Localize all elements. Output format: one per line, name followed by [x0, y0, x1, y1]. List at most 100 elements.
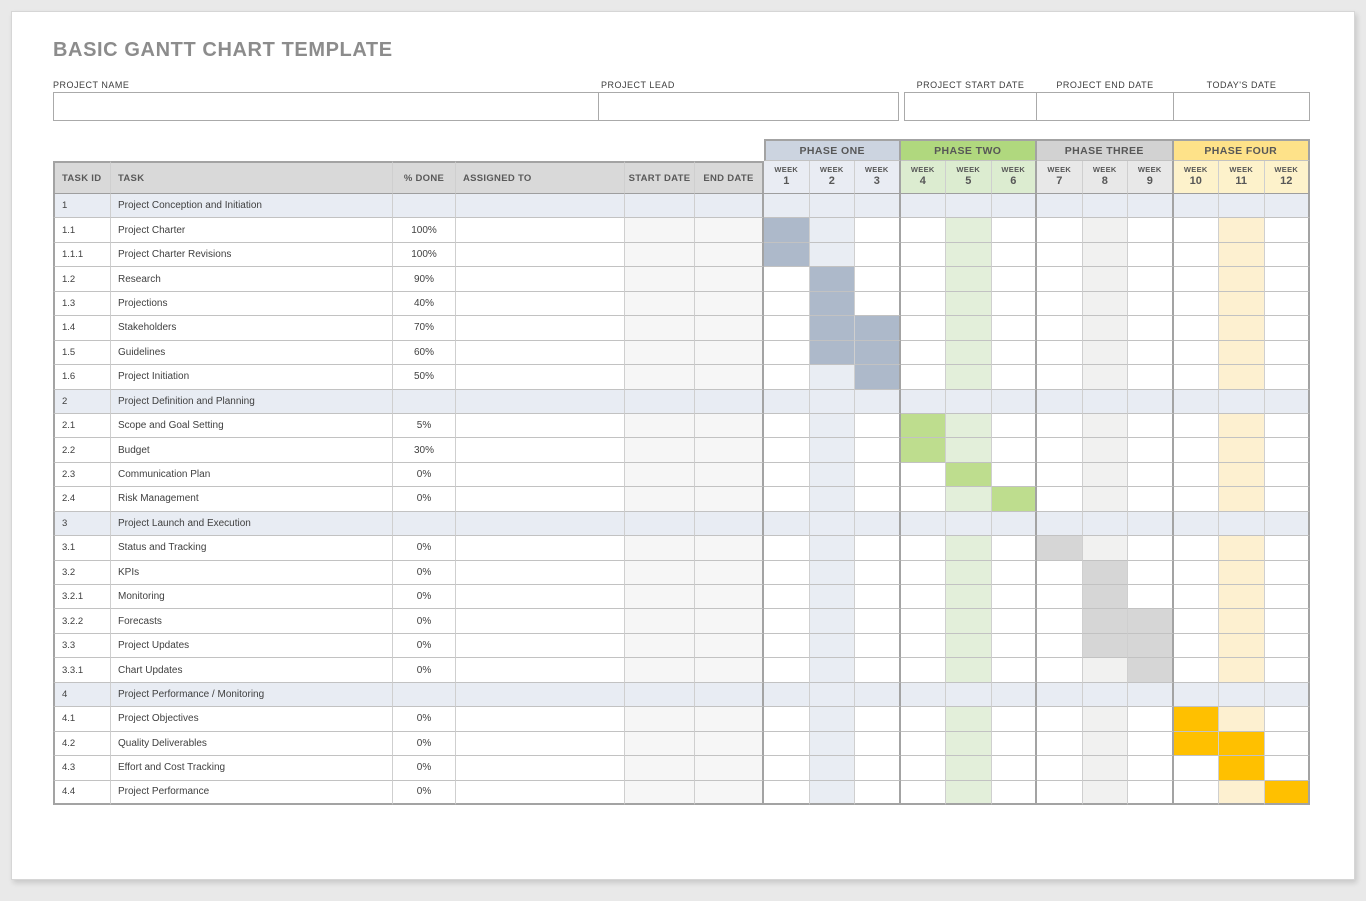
gantt-cell[interactable] — [1173, 633, 1219, 659]
gantt-cell[interactable] — [946, 756, 992, 781]
gantt-cell[interactable] — [1219, 218, 1265, 243]
gantt-cell[interactable] — [946, 536, 992, 561]
task-name-cell[interactable]: Scope and Goal Setting — [111, 413, 393, 439]
gantt-cell[interactable] — [855, 242, 901, 268]
gantt-cell[interactable] — [900, 536, 946, 561]
gantt-cell[interactable] — [1037, 731, 1083, 757]
gantt-cell[interactable] — [855, 731, 901, 757]
section-end-date-cell[interactable] — [695, 194, 764, 219]
end-date-cell[interactable] — [695, 365, 764, 390]
start-date-cell[interactable] — [625, 316, 695, 341]
gantt-cell[interactable] — [855, 756, 901, 781]
section-task-name-cell[interactable]: Project Launch and Execution — [111, 511, 393, 537]
gantt-cell[interactable] — [1173, 194, 1219, 219]
gantt-cell[interactable] — [900, 389, 946, 414]
gantt-cell[interactable] — [809, 609, 855, 634]
task-name-cell[interactable]: Projections — [111, 291, 393, 317]
start-date-cell[interactable] — [625, 756, 695, 781]
percent-done-cell[interactable]: 90% — [393, 267, 456, 292]
task-name-cell[interactable]: Risk Management — [111, 487, 393, 512]
gantt-cell[interactable] — [991, 462, 1037, 488]
task-id-cell[interactable]: 1.5 — [53, 340, 111, 366]
gantt-cell[interactable] — [1128, 487, 1174, 512]
gantt-cell[interactable] — [809, 242, 855, 268]
gantt-cell[interactable] — [1082, 707, 1128, 732]
gantt-cell[interactable] — [1219, 389, 1265, 414]
gantt-cell[interactable] — [1264, 707, 1310, 732]
percent-done-cell[interactable]: 0% — [393, 707, 456, 732]
task-id-cell[interactable]: 4.4 — [53, 780, 111, 805]
assigned-to-cell[interactable] — [456, 487, 625, 512]
gantt-cell[interactable] — [1037, 707, 1083, 732]
gantt-cell[interactable] — [991, 633, 1037, 659]
gantt-cell[interactable] — [991, 389, 1037, 414]
gantt-cell[interactable] — [991, 536, 1037, 561]
project-name-input[interactable] — [53, 92, 599, 121]
task-id-cell[interactable]: 4.1 — [53, 707, 111, 732]
section-start-date-cell[interactable] — [625, 682, 695, 708]
assigned-to-cell[interactable] — [456, 267, 625, 292]
gantt-cell[interactable] — [855, 267, 901, 292]
percent-done-cell[interactable]: 30% — [393, 438, 456, 463]
gantt-cell[interactable] — [1264, 194, 1310, 219]
end-date-cell[interactable] — [695, 242, 764, 268]
gantt-cell[interactable] — [855, 511, 901, 537]
gantt-cell[interactable] — [991, 585, 1037, 610]
section-end-date-cell[interactable] — [695, 511, 764, 537]
gantt-bar-cell[interactable] — [809, 291, 855, 317]
gantt-cell[interactable] — [1037, 560, 1083, 585]
gantt-bar-cell[interactable] — [809, 340, 855, 366]
task-name-cell[interactable]: Monitoring — [111, 585, 393, 610]
gantt-cell[interactable] — [991, 194, 1037, 219]
gantt-cell[interactable] — [900, 682, 946, 708]
section-task-id-cell[interactable]: 2 — [53, 389, 111, 414]
gantt-cell[interactable] — [991, 340, 1037, 366]
gantt-cell[interactable] — [991, 609, 1037, 634]
section-task-name-cell[interactable]: Project Definition and Planning — [111, 389, 393, 414]
gantt-cell[interactable] — [1264, 242, 1310, 268]
gantt-cell[interactable] — [1082, 194, 1128, 219]
gantt-cell[interactable] — [991, 780, 1037, 805]
section-percent-done-cell[interactable] — [393, 682, 456, 708]
end-date-cell[interactable] — [695, 218, 764, 243]
gantt-cell[interactable] — [855, 658, 901, 683]
gantt-cell[interactable] — [1219, 609, 1265, 634]
gantt-bar-cell[interactable] — [1082, 560, 1128, 585]
gantt-bar-cell[interactable] — [900, 413, 946, 439]
gantt-cell[interactable] — [855, 780, 901, 805]
gantt-cell[interactable] — [855, 707, 901, 732]
gantt-cell[interactable] — [900, 633, 946, 659]
gantt-cell[interactable] — [991, 658, 1037, 683]
gantt-cell[interactable] — [991, 242, 1037, 268]
gantt-cell[interactable] — [1173, 267, 1219, 292]
gantt-cell[interactable] — [809, 511, 855, 537]
gantt-cell[interactable] — [1128, 560, 1174, 585]
gantt-cell[interactable] — [900, 340, 946, 366]
gantt-bar-cell[interactable] — [1219, 756, 1265, 781]
percent-done-cell[interactable]: 0% — [393, 585, 456, 610]
gantt-cell[interactable] — [1128, 218, 1174, 243]
gantt-cell[interactable] — [809, 536, 855, 561]
gantt-cell[interactable] — [855, 487, 901, 512]
gantt-bar-cell[interactable] — [809, 316, 855, 341]
gantt-cell[interactable] — [1219, 682, 1265, 708]
start-date-cell[interactable] — [625, 291, 695, 317]
percent-done-cell[interactable]: 0% — [393, 487, 456, 512]
percent-done-cell[interactable]: 40% — [393, 291, 456, 317]
gantt-cell[interactable] — [1264, 487, 1310, 512]
gantt-cell[interactable] — [1128, 707, 1174, 732]
task-id-cell[interactable]: 1.3 — [53, 291, 111, 317]
gantt-cell[interactable] — [900, 756, 946, 781]
start-date-cell[interactable] — [625, 340, 695, 366]
assigned-to-cell[interactable] — [456, 438, 625, 463]
gantt-cell[interactable] — [946, 707, 992, 732]
start-date-cell[interactable] — [625, 731, 695, 757]
assigned-to-cell[interactable] — [456, 560, 625, 585]
percent-done-cell[interactable]: 0% — [393, 731, 456, 757]
gantt-bar-cell[interactable] — [1037, 536, 1083, 561]
gantt-cell[interactable] — [900, 658, 946, 683]
gantt-cell[interactable] — [809, 462, 855, 488]
task-id-cell[interactable]: 4.2 — [53, 731, 111, 757]
gantt-cell[interactable] — [991, 316, 1037, 341]
gantt-cell[interactable] — [1037, 365, 1083, 390]
